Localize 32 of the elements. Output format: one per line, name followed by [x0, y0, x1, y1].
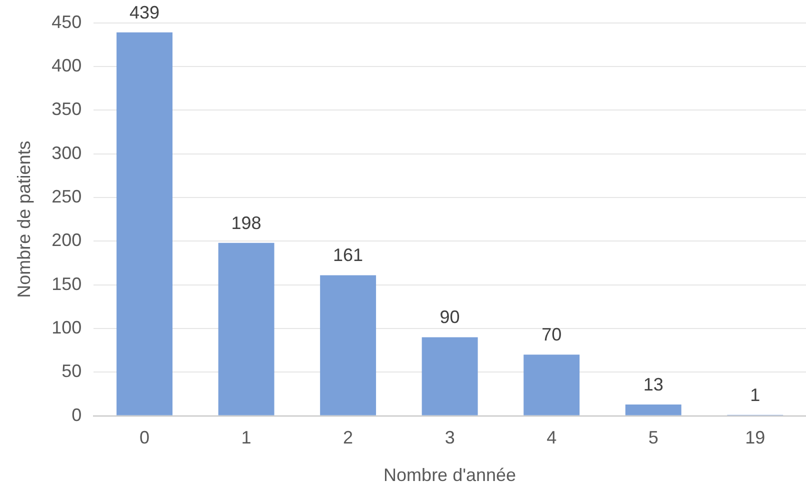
y-tick-label: 300: [52, 142, 82, 163]
bar: [320, 275, 376, 416]
x-tick-label: 3: [444, 428, 455, 448]
y-tick-label: 50: [62, 361, 82, 382]
bar: [116, 32, 172, 416]
x-tick-label: 0: [140, 428, 150, 448]
y-tick-label: 350: [52, 99, 82, 120]
x-tick-label: 1: [241, 428, 252, 448]
y-tick-label: 0: [72, 404, 82, 425]
y-tick-label: 400: [52, 55, 82, 76]
y-tick-label: 450: [52, 12, 82, 32]
y-tick-label: 150: [52, 274, 82, 294]
data-label: 90: [440, 307, 460, 328]
y-tick-label: 250: [52, 186, 82, 206]
bar: [218, 242, 274, 416]
y-tick-label: 200: [52, 230, 82, 250]
x-tick-label: 4: [546, 428, 557, 448]
data-label: 1: [750, 384, 760, 405]
x-tick-label: 2: [343, 428, 354, 448]
bar: [625, 404, 682, 416]
data-label: 13: [643, 374, 664, 394]
data-label: 161: [333, 245, 364, 266]
x-tick-label: 5: [648, 428, 658, 448]
data-label: 198: [231, 212, 262, 233]
x-axis-title: Nombre d'année: [384, 465, 516, 486]
data-label: 70: [542, 324, 562, 345]
bar: [524, 354, 580, 416]
bar: [422, 337, 478, 416]
y-tick-label: 100: [52, 317, 82, 338]
y-axis-title: Nombre de patients: [14, 140, 34, 298]
data-label: 439: [129, 2, 160, 22]
x-tick-label: 19: [745, 428, 766, 448]
